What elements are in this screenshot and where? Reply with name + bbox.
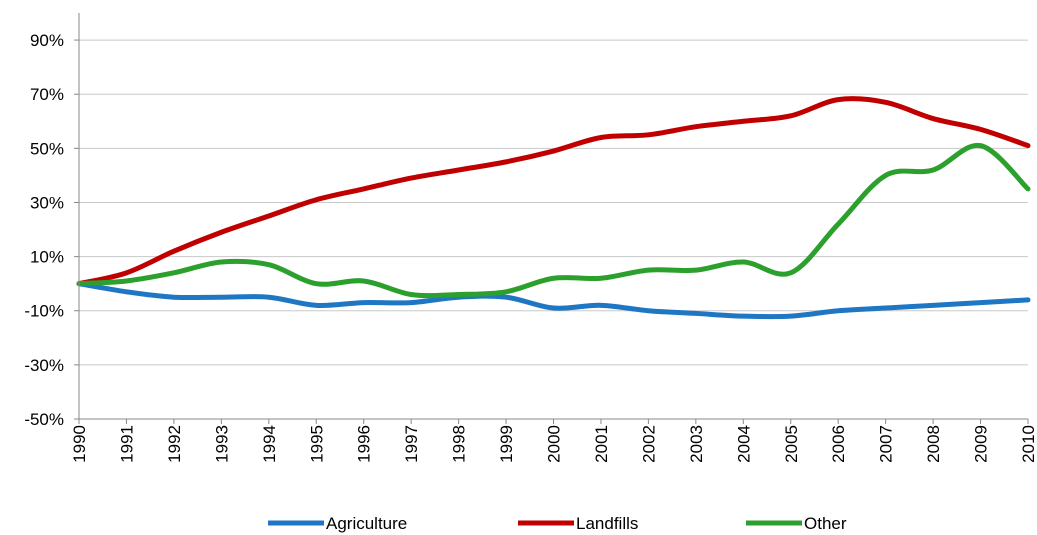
x-tick-label: 1996 — [355, 425, 374, 463]
series-line-landfills — [79, 99, 1028, 284]
y-axis-ticks: -50% -30% -10% 10% 30% 50% 70% 90% — [24, 31, 79, 429]
x-tick-label: 1993 — [212, 425, 231, 463]
y-tick-label: 10% — [30, 248, 64, 267]
x-tick-label: 2009 — [972, 425, 991, 463]
y-tick-label: -30% — [24, 356, 64, 375]
x-tick-label: 2010 — [1019, 425, 1037, 463]
x-tick-label: 2008 — [924, 425, 943, 463]
y-tick-label: -10% — [24, 302, 64, 321]
series-lines — [79, 99, 1028, 317]
x-tick-label: 2001 — [592, 425, 611, 463]
y-tick-label: -50% — [24, 410, 64, 429]
legend-label: Landfills — [576, 514, 638, 533]
x-tick-label: 1998 — [450, 425, 469, 463]
x-axis-ticks: 1990 1991 1992 1993 1994 1995 1996 1997 1998 1999… — [70, 419, 1037, 463]
x-tick-label: 1990 — [70, 425, 89, 463]
x-tick-label: 1997 — [402, 425, 421, 463]
x-tick-label: 2006 — [829, 425, 848, 463]
x-tick-label: 2003 — [687, 425, 706, 463]
x-tick-label: 1991 — [117, 425, 136, 463]
y-tick-label: 30% — [30, 193, 64, 212]
x-tick-label: 2002 — [639, 425, 658, 463]
x-tick-label: 2007 — [877, 425, 896, 463]
y-tick-label: 50% — [30, 139, 64, 158]
x-tick-label: 1999 — [497, 425, 516, 463]
series-line-other — [79, 145, 1028, 295]
legend: Agriculture Landfills Other — [268, 514, 847, 533]
legend-label: Agriculture — [326, 514, 407, 533]
x-tick-label: 2000 — [545, 425, 564, 463]
gridlines — [79, 40, 1028, 365]
series-line-agriculture — [79, 284, 1028, 317]
x-tick-label: 1994 — [260, 425, 279, 463]
legend-label: Other — [804, 514, 847, 533]
x-tick-label: 1992 — [165, 425, 184, 463]
axes — [79, 13, 1028, 419]
x-tick-label: 2004 — [734, 425, 753, 463]
x-tick-label: 2005 — [782, 425, 801, 463]
y-tick-label: 90% — [30, 31, 64, 50]
y-tick-label: 70% — [30, 85, 64, 104]
x-tick-label: 1995 — [307, 425, 326, 463]
